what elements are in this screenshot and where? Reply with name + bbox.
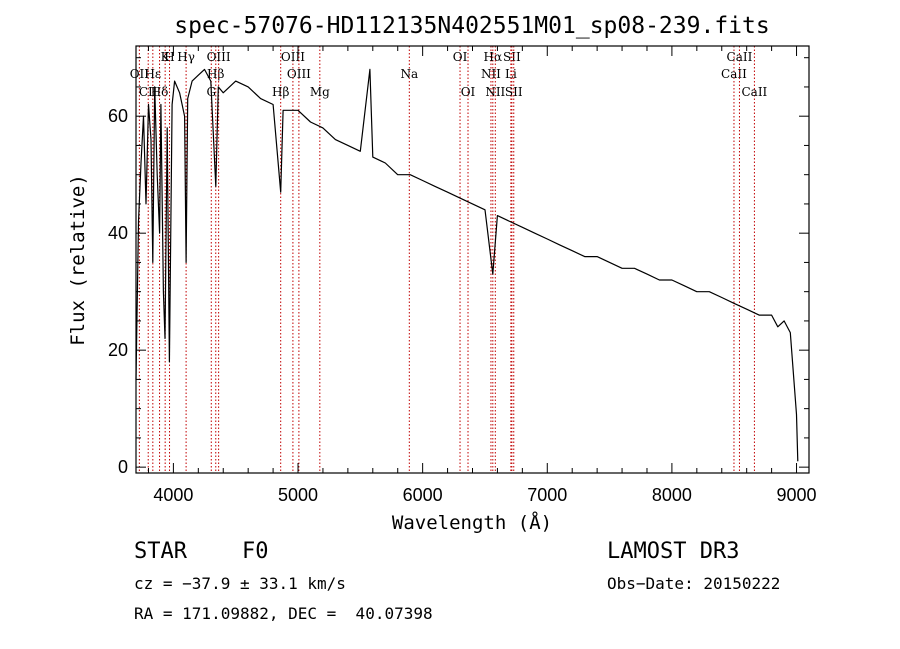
line-label-na: Na: [400, 67, 418, 81]
line-label-nii: NII: [481, 67, 501, 81]
line-label-hγ: Hγ: [177, 50, 195, 64]
chart-title: spec-57076-HD112135N402551M01_sp08-239.f…: [174, 13, 769, 39]
line-label-hε: Hε: [144, 67, 161, 81]
line-label-oi: OI: [453, 50, 468, 64]
y-tick-label: 40: [108, 223, 128, 243]
line-label-oiii: OIII: [207, 50, 231, 64]
object-class: STAR: [134, 539, 187, 564]
spectrum-line: [135, 68, 799, 462]
survey-name: LAMOST DR3: [607, 539, 740, 564]
line-label-nii: NII: [485, 85, 505, 99]
line-label-hβ: Hβ: [207, 67, 224, 81]
line-label-hβ: Hβ: [272, 85, 289, 99]
x-axis-label: Wavelength (Å): [392, 511, 552, 534]
y-tick-label: 60: [108, 106, 128, 126]
x-tick-label: 8000: [652, 485, 692, 505]
line-label-oiii: OIII: [281, 50, 305, 64]
plot-frame: [135, 45, 810, 474]
line-label-oi: OI: [461, 85, 476, 99]
y-axis-label: Flux (relative): [67, 174, 89, 346]
line-label-sii: SII: [505, 85, 523, 99]
x-tick-label: 9000: [777, 485, 817, 505]
line-label-hδ: Hδ: [151, 85, 169, 99]
line-label-caii: CaII: [727, 50, 753, 64]
line-label-li: Li: [505, 67, 517, 81]
line-label-oii: OII: [130, 67, 150, 81]
axis-ticks: 4000 5000 6000 7000 8000 9000 0 20 40 60: [108, 46, 817, 505]
y-tick-label: 20: [108, 340, 128, 360]
redshift-velocity: cz = −37.9 ± 33.1 km/s: [134, 574, 346, 593]
line-label-h: H: [164, 50, 174, 64]
line-label-oiii: OIII: [287, 67, 311, 81]
coordinates: RA = 171.09882, DEC = 40.07398: [134, 604, 433, 623]
y-tick-label: 0: [118, 457, 128, 477]
line-label-caii: CaII: [741, 85, 767, 99]
x-tick-label: 7000: [527, 485, 567, 505]
x-tick-label: 6000: [403, 485, 443, 505]
line-label-k: K: [161, 50, 171, 64]
line-label-sii: SII: [503, 50, 521, 64]
line-label-caii: CaII: [721, 67, 747, 81]
observation-date: Obs−Date: 20150222: [607, 574, 781, 593]
x-tick-label: 5000: [278, 485, 318, 505]
line-label-hα: Hα: [484, 50, 503, 64]
line-label-mg: Mg: [310, 85, 330, 99]
object-subclass: F0: [242, 539, 269, 564]
x-tick-label: 4000: [153, 485, 193, 505]
